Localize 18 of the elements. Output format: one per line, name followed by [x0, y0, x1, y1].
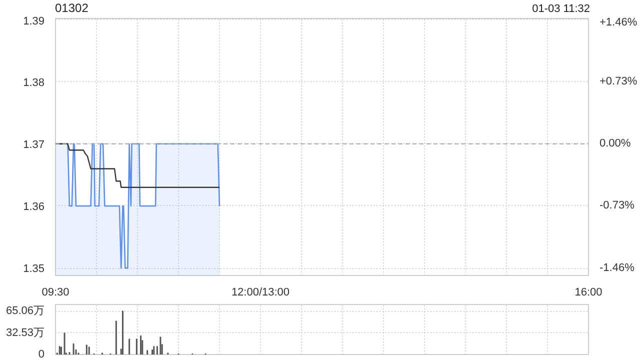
y2-tick-label: -1.46%	[600, 262, 635, 274]
y-tick-label: 1.37	[23, 138, 45, 151]
y-tick-label: 0	[38, 348, 45, 360]
y-tick-label: 1.36	[23, 200, 45, 213]
y-tick-label: 32.53万	[6, 326, 45, 339]
y-tick-label: 1.39	[23, 16, 45, 28]
x-tick-label: 16:00	[574, 286, 602, 298]
y2-tick-label: +1.46%	[600, 16, 638, 28]
text: 01-03 11:32	[532, 2, 590, 17]
y-tick-label: 65.06万	[6, 305, 45, 318]
y2-tick-label: 0.00%	[600, 138, 631, 150]
y-tick-label: 1.38	[23, 76, 45, 89]
x-tick-label: 12:00/13:00	[231, 286, 290, 298]
x-tick-label: 09:30	[42, 286, 70, 298]
y-tick-label: 1.35	[23, 263, 45, 276]
y2-tick-label: +0.73%	[600, 75, 638, 88]
y2-tick-label: -0.73%	[600, 200, 635, 212]
chart-title: 01302	[55, 0, 88, 16]
